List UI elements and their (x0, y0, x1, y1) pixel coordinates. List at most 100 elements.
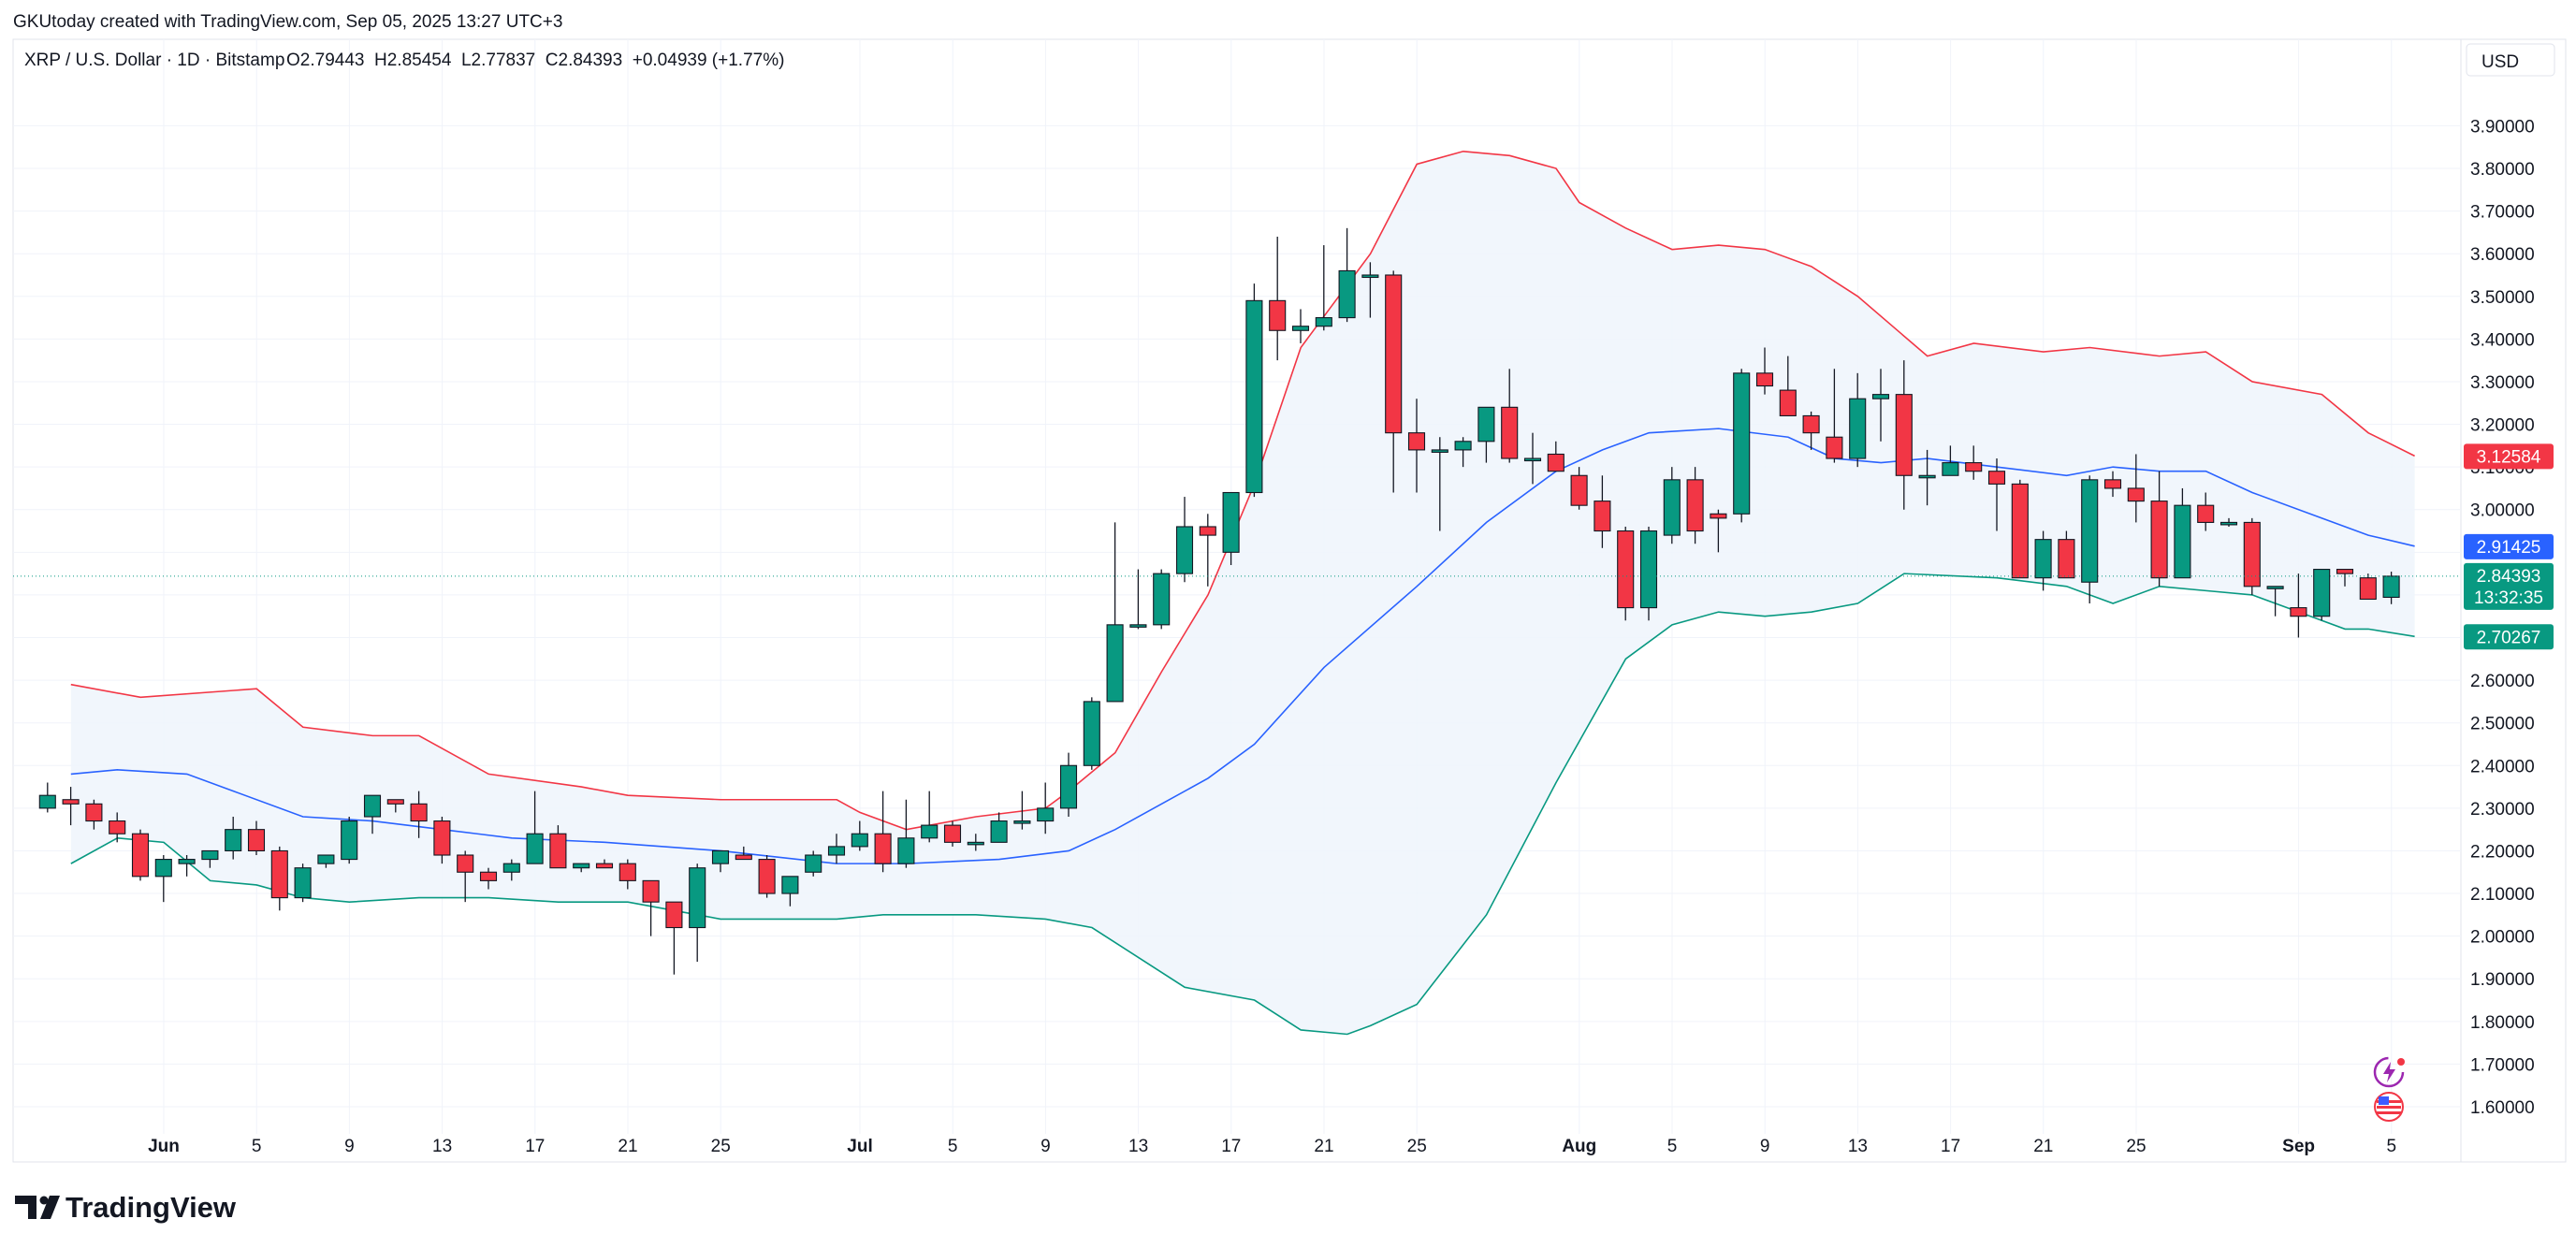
candle-body-down (1755, 372, 1774, 387)
time-tick-label: Sep (2282, 1137, 2315, 1156)
candle-body-up (2382, 575, 2400, 599)
candle (781, 876, 799, 907)
price-tick-label: 1.80000 (2470, 1013, 2535, 1033)
tradingview-logo[interactable]: TradingView (15, 1191, 237, 1224)
candle-body-down (1826, 436, 1843, 459)
candle-body-down (479, 871, 498, 881)
candle-body-down (1199, 526, 1216, 536)
candle-body-up (2174, 504, 2191, 579)
upper-band-label-value: 3.12584 (2477, 447, 2541, 467)
price-tick-label: 3.40000 (2470, 330, 2535, 350)
candle (1523, 432, 1542, 485)
us-flag-icon[interactable] (2374, 1092, 2404, 1122)
time-tick-label: 5 (252, 1137, 262, 1156)
candle-body-down (619, 863, 636, 881)
candle-body-up (317, 854, 335, 864)
candle-body-up (201, 849, 219, 861)
candle-body-up (573, 863, 590, 869)
candle (1385, 270, 1403, 493)
price-tick-label: 3.30000 (2470, 373, 2535, 393)
candle (1477, 406, 1495, 463)
candle-body-up (897, 837, 915, 864)
price-tick-label: 2.00000 (2470, 928, 2535, 948)
candle-body-down (2290, 607, 2307, 617)
price-tick-label: 2.30000 (2470, 800, 2535, 820)
candle (201, 849, 219, 868)
lower-band-price-label: 2.70267 (2464, 624, 2554, 650)
legend-ohlc: O2.79443 H2.85454 L2.77837 C2.84393 +0.0… (286, 51, 784, 70)
upper-band-price-label: 3.12584 (2464, 443, 2554, 470)
candles (38, 227, 2400, 975)
candle (1431, 437, 1448, 531)
candle (1129, 569, 1147, 630)
candle-body-down (1965, 462, 1983, 472)
candle (479, 867, 498, 890)
price-tick-label: 2.10000 (2470, 885, 2535, 905)
candle (1222, 491, 1240, 566)
candle-body-up (526, 833, 544, 864)
candle-body-up (1175, 526, 1194, 574)
candle-body-down (457, 854, 474, 873)
time-axis[interactable]: Jun 5 9 13 17 21 25 Jul 5 9 13 17 21 25 Aug 5 9 13 17 21 25 S… (148, 1137, 2396, 1156)
candle-body-down (109, 820, 126, 834)
candle (1663, 467, 1681, 544)
candle (1942, 445, 1959, 476)
candle (502, 859, 520, 881)
candle-body-up (1849, 398, 1867, 459)
legend-symbol[interactable]: XRP / U.S. Dollar · 1D · Bitstamp (24, 51, 284, 70)
candle-body-down (758, 859, 776, 894)
price-axis[interactable]: 1.60000 1.70000 1.80000 1.90000 2.00000 2.100… (2470, 117, 2535, 1118)
candle-body-up (1871, 394, 1890, 399)
candle-body-down (1385, 274, 1403, 434)
candle (619, 859, 636, 890)
candle-body-up (2034, 539, 2052, 579)
time-tick-label: 5 (1667, 1137, 1678, 1156)
candle-body-down (2127, 487, 2145, 502)
candle (1871, 369, 1890, 442)
candle (642, 879, 660, 936)
lightning-icon[interactable] (2373, 1056, 2405, 1088)
price-tick-label: 3.80000 (2470, 160, 2535, 180)
candle (2081, 475, 2099, 604)
basis-price-label: 2.91425 (2464, 533, 2554, 559)
candle (874, 791, 892, 873)
currency-button[interactable] (2466, 43, 2555, 77)
candle (735, 846, 752, 861)
candle-body-down (1987, 471, 2006, 485)
candle (526, 791, 544, 864)
candle (1987, 458, 2006, 531)
candle (897, 799, 915, 868)
time-tick-label: 21 (618, 1137, 637, 1156)
candle (1733, 369, 1751, 523)
candle-body-up (1153, 573, 1171, 626)
candle (1686, 467, 1704, 544)
candle (943, 820, 962, 847)
candle (1407, 399, 1426, 493)
candle (85, 799, 103, 830)
candle-body-down (1547, 453, 1565, 472)
candle-body-up (1037, 807, 1055, 822)
candle (2290, 573, 2307, 638)
candle-body-up (1477, 406, 1495, 443)
candle-body-up (1523, 457, 1542, 462)
candle (1594, 475, 1611, 548)
tradingview-logo-icon (15, 1196, 60, 1219)
band-fill (70, 151, 2415, 1035)
candle-body-down (1617, 530, 1635, 609)
price-tick-label: 1.60000 (2470, 1098, 2535, 1118)
lower-band-line (70, 573, 2415, 1036)
candle-body-down (1594, 501, 1611, 532)
candle-body-up (781, 876, 799, 894)
candle (270, 846, 288, 911)
time-tick-label: 21 (2033, 1137, 2053, 1156)
candle (62, 787, 80, 826)
candle-body-up (1245, 299, 1263, 494)
candle-body-up (154, 859, 172, 878)
candle (2011, 479, 2029, 579)
candle (1106, 522, 1124, 703)
candle (1570, 467, 1588, 510)
candle-body-down (1710, 513, 1727, 519)
candle-body-down (131, 833, 150, 878)
candle-body-up (967, 841, 984, 846)
